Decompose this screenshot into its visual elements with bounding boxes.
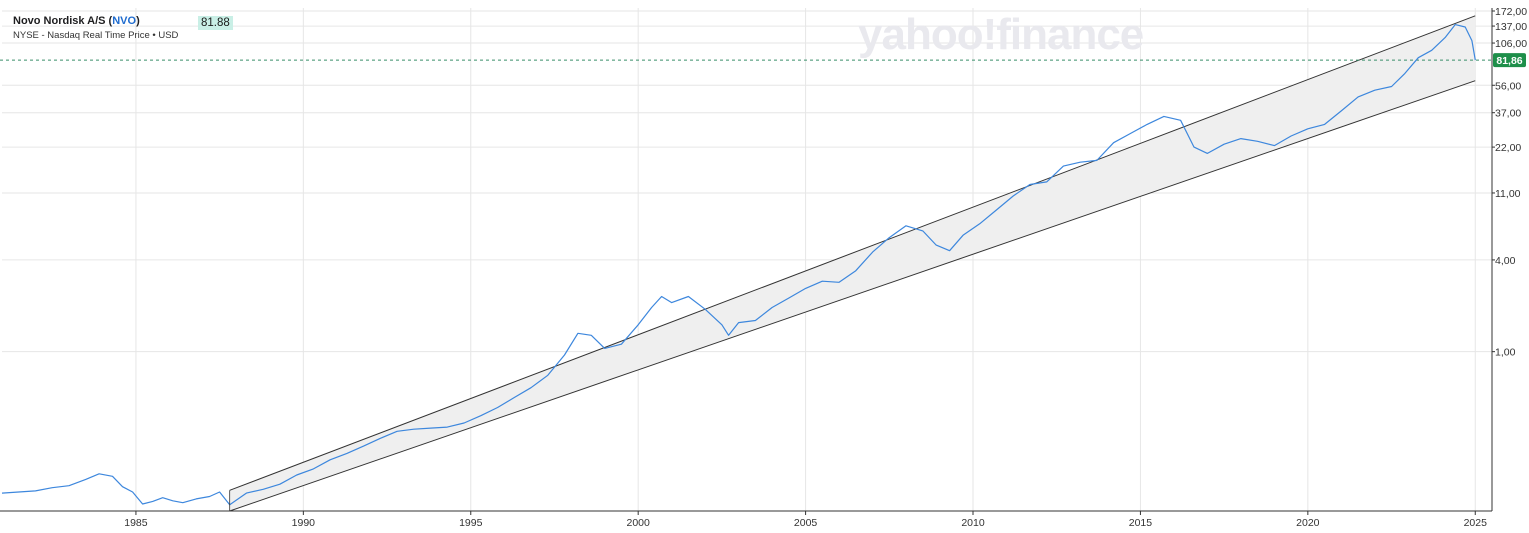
current-price-badge: 81,86 <box>1493 53 1526 68</box>
trend-channel-fill <box>229 15 1476 511</box>
ticker-symbol-link[interactable]: NVO <box>112 15 137 27</box>
header-price: 81.88 <box>198 16 233 30</box>
y-tick-label: 56,00 <box>1495 80 1521 92</box>
x-tick-label: 1995 <box>459 517 483 529</box>
x-tick-label: 2000 <box>627 517 651 529</box>
x-tick-label: 2025 <box>1464 517 1488 529</box>
x-tick-label: 2010 <box>961 517 985 529</box>
x-tick-label: 1990 <box>292 517 316 529</box>
current-price-badge-text: 81,86 <box>1496 55 1522 67</box>
y-axis-labels: 172,00 137,00 106,00 56,00 37,00 22,00 11,00 4,… <box>1492 6 1527 359</box>
current-price-badge-bg <box>1493 53 1526 68</box>
y-tick-label: 4,00 <box>1495 255 1516 267</box>
company-name: Novo Nordisk A/S <box>13 15 106 27</box>
gridlines <box>2 8 1492 511</box>
y-tick-label: 106,00 <box>1495 38 1527 50</box>
quote-header: Novo Nordisk A/S (NVO) NYSE - Nasdaq Rea… <box>13 15 178 41</box>
company-title: Novo Nordisk A/S (NVO) <box>13 15 140 27</box>
y-tick-label: 137,00 <box>1495 21 1527 33</box>
yahoo-finance-watermark: yahoo!finance <box>858 10 1144 59</box>
y-tick-label: 11,00 <box>1495 188 1521 200</box>
x-tick-label: 2020 <box>1296 517 1320 529</box>
x-tick-label: 2015 <box>1129 517 1153 529</box>
x-axis-labels: 1985 1990 1995 2000 2005 2010 2015 2020 2025 <box>124 511 1487 529</box>
exchange-line: NYSE - Nasdaq Real Time Price • USD <box>13 30 179 41</box>
price-series-line <box>1 24 1476 506</box>
y-tick-label: 37,00 <box>1495 108 1521 120</box>
trend-channel-lower-line <box>229 80 1476 512</box>
y-tick-label: 172,00 <box>1495 6 1527 18</box>
trend-channel-upper-line <box>229 15 1476 491</box>
y-tick-label: 1,00 <box>1495 347 1516 359</box>
x-tick-label: 2005 <box>794 517 818 529</box>
y-tick-label: 22,00 <box>1495 142 1521 154</box>
x-tick-label: 1985 <box>124 517 148 529</box>
